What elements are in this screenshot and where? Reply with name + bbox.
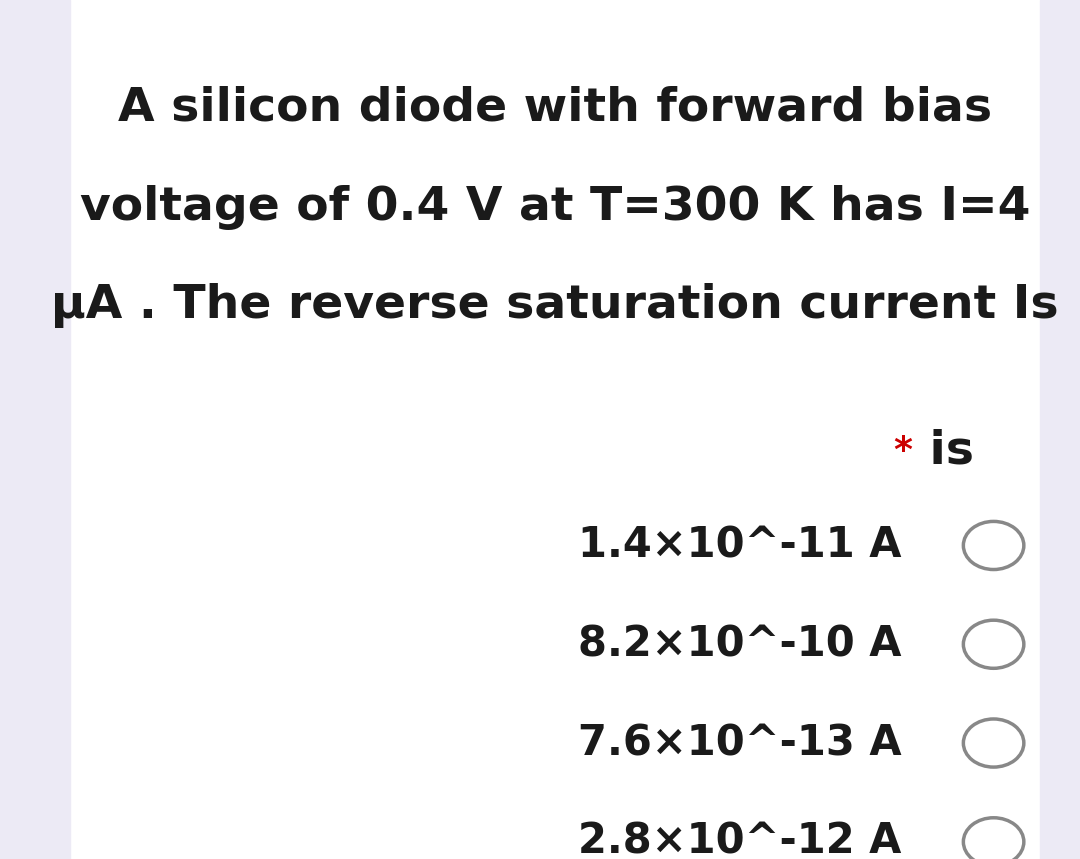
Text: 8.2×10^-10 A: 8.2×10^-10 A: [578, 624, 902, 665]
Bar: [1040, 0, 1080, 859]
Text: μA . The reverse saturation current Is: μA . The reverse saturation current Is: [52, 283, 1058, 328]
Text: 2.8×10^-12 A: 2.8×10^-12 A: [579, 821, 902, 859]
Text: A silicon diode with forward bias: A silicon diode with forward bias: [118, 86, 993, 131]
Text: is: is: [913, 429, 973, 473]
Text: 7.6×10^-13 A: 7.6×10^-13 A: [578, 722, 902, 764]
Text: 1.4×10^-11 A: 1.4×10^-11 A: [578, 525, 902, 566]
Bar: [0, 0, 70, 859]
Text: voltage of 0.4 V at T=300 K has I=4: voltage of 0.4 V at T=300 K has I=4: [80, 185, 1030, 229]
Text: *: *: [893, 434, 913, 468]
